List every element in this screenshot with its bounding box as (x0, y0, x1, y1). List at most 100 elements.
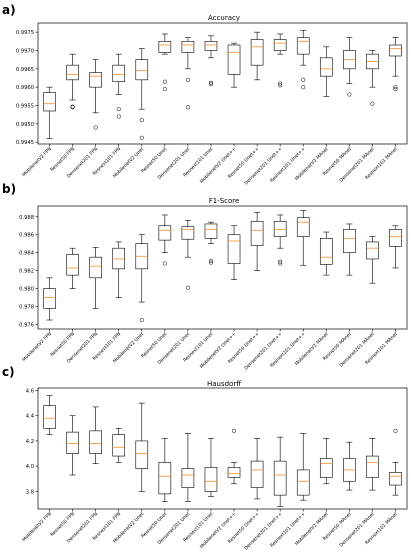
panel-accuracy: a) Accuracy 0.9945 0.9950 0.9955 0.9960 0.99… (2, 3, 408, 186)
box-9 (227, 428, 241, 485)
outlier-point (301, 77, 306, 82)
box-14 (343, 37, 356, 97)
y-tick-label: 0.9970 (16, 49, 34, 55)
box-body (389, 44, 402, 57)
y-tick-label: 4.4 (26, 414, 35, 420)
y-tick-label: 0.978 (19, 305, 34, 311)
box-body (66, 254, 79, 276)
box-body (273, 39, 287, 51)
box-body (43, 92, 56, 112)
box-2 (66, 53, 79, 110)
y-tick-label: 0.9975 (16, 30, 34, 36)
box-body (319, 57, 333, 77)
box-16 (389, 225, 402, 269)
outlier-point (208, 82, 214, 87)
outlier-point (93, 125, 98, 130)
outlier-point (70, 105, 75, 110)
outlier-point (139, 135, 144, 140)
outlier-point (278, 83, 283, 88)
box-body (181, 226, 195, 240)
box-body (227, 234, 241, 264)
x-tick-label: Resnet50 FPN (49, 146, 76, 173)
outlier-point (185, 77, 190, 82)
box-body (273, 460, 287, 496)
box-14 (343, 441, 356, 491)
y-tick-label: 0.980 (19, 287, 34, 293)
box-body (250, 220, 264, 246)
box-body (43, 288, 56, 309)
outlier-point (393, 428, 398, 433)
outlier-point (347, 92, 352, 97)
box-body (366, 455, 379, 478)
box-10 (250, 31, 264, 81)
chart-title: Accuracy (208, 14, 240, 22)
outlier-point (162, 261, 167, 266)
box-13 (319, 46, 333, 97)
box-12 (296, 210, 310, 266)
box-body (89, 256, 102, 279)
y-tick-label: 0.9965 (16, 67, 34, 73)
box-11 (273, 33, 287, 88)
box-body (158, 225, 172, 241)
box-12 (296, 30, 310, 90)
y-tick-label: 0.984 (19, 251, 35, 257)
y-tick-label: 0.9945 (16, 140, 34, 146)
y-tick-label: 0.9950 (16, 122, 34, 128)
box-body (273, 220, 287, 237)
box-9 (227, 42, 241, 88)
box-13 (319, 438, 333, 485)
outlier-point (208, 260, 214, 265)
box-5 (135, 402, 149, 492)
box-body (66, 64, 79, 81)
box-3 (89, 59, 102, 130)
box-13 (319, 231, 333, 276)
box-8 (204, 35, 218, 87)
box-2 (66, 247, 79, 289)
box-4 (112, 53, 126, 119)
box-4 (112, 241, 126, 298)
outlier-point (162, 79, 167, 84)
box-7 (181, 433, 195, 502)
y-tick-label: 0.988 (19, 215, 34, 221)
outlier-point (278, 259, 283, 264)
plot-area (37, 205, 408, 330)
box-8 (204, 221, 218, 265)
box-body (158, 41, 172, 53)
box-body (319, 458, 333, 478)
y-tick-label: 0.9955 (16, 104, 34, 110)
box-16 (389, 428, 402, 496)
outlier-point (116, 114, 121, 119)
box-11 (273, 214, 287, 266)
panel-label: a) (2, 3, 16, 17)
y-tick-label: 0.982 (19, 269, 34, 275)
outlier-point (116, 107, 121, 112)
box-6 (158, 33, 172, 92)
box-body (343, 229, 356, 253)
x-tick-label: MobilenetV2 FPN (21, 511, 53, 543)
y-tick-label: 4.6 (26, 389, 34, 395)
chart-title: Hausdorff (207, 380, 241, 388)
outlier-point (162, 86, 167, 92)
panel-label: c) (2, 365, 15, 379)
box-1 (43, 86, 56, 139)
box-9 (227, 225, 241, 280)
outlier-point (393, 86, 398, 92)
box-body (296, 37, 310, 55)
box-body (112, 247, 126, 270)
box-3 (89, 246, 102, 309)
x-tick-label: MobilenetV2 FPN (21, 146, 53, 178)
outlier-point (139, 317, 144, 323)
x-tick-label: Densenet201 Unet++ (243, 146, 283, 186)
box-1 (43, 395, 56, 435)
x-tick-label: MobilenetV2 FPN (21, 331, 53, 363)
box-10 (250, 211, 264, 271)
box-body (296, 217, 310, 237)
box-body (66, 431, 79, 454)
x-tick-label: Densenet201 Unet++ (243, 331, 283, 371)
outlier-point (393, 85, 398, 90)
box-body (204, 41, 218, 51)
outlier-point (231, 428, 237, 433)
box-body (227, 467, 241, 478)
box-body (89, 72, 102, 88)
